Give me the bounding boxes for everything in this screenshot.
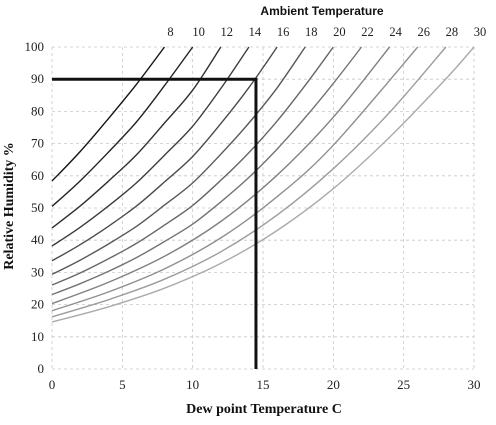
humidity-curve-30 <box>51 46 475 323</box>
y-tick-label: 60 <box>31 168 44 183</box>
humidity-curve-22 <box>51 46 363 296</box>
y-axis-title: Relative Humidity % <box>2 142 17 270</box>
ambient-label-14: 14 <box>249 25 262 39</box>
humidity-curve-10 <box>51 46 194 207</box>
ambient-label-28: 28 <box>446 25 459 39</box>
ambient-label-8: 8 <box>167 25 173 39</box>
x-tick-label: 15 <box>257 377 270 392</box>
ambient-label-10: 10 <box>192 25 205 39</box>
humidity-curve-20 <box>51 46 334 286</box>
y-tick-label: 100 <box>25 39 45 54</box>
ambient-temperature-labels: 8 10 12 14 16 18 20 22 24 26 28 30 <box>167 25 486 39</box>
ambient-label-22: 22 <box>361 25 374 39</box>
ambient-label-26: 26 <box>417 25 430 39</box>
y-axis-ticks: 0 10 20 30 40 50 60 70 80 90 100 <box>25 39 45 376</box>
ambient-label-12: 12 <box>221 25 234 39</box>
x-tick-label: 20 <box>327 377 340 392</box>
humidity-curve-28 <box>51 46 447 318</box>
humidity-curve-24 <box>51 46 391 305</box>
ambient-label-18: 18 <box>305 25 318 39</box>
ambient-label-16: 16 <box>277 25 290 39</box>
y-tick-label: 20 <box>31 297 44 312</box>
lookup-annotation <box>52 77 258 369</box>
humidity-curve-8 <box>51 46 166 182</box>
x-axis-ticks: 0 5 10 15 20 25 30 <box>49 377 481 392</box>
humidity-curves <box>51 46 475 323</box>
humidity-curve-26 <box>51 46 419 312</box>
x-tick-label: 25 <box>397 377 410 392</box>
y-tick-label: 0 <box>38 361 45 376</box>
x-tick-label: 10 <box>186 377 199 392</box>
humidity-curve-14 <box>51 46 250 247</box>
ambient-label-24: 24 <box>389 25 402 39</box>
y-tick-label: 40 <box>31 232 44 247</box>
y-tick-label: 50 <box>31 200 44 215</box>
y-tick-label: 90 <box>31 71 44 86</box>
x-tick-label: 30 <box>468 377 481 392</box>
ambient-label-20: 20 <box>333 25 346 39</box>
ambient-label-30: 30 <box>474 25 487 39</box>
y-tick-label: 70 <box>31 136 44 151</box>
annotation-line <box>52 77 258 369</box>
y-tick-label: 10 <box>31 329 44 344</box>
x-tick-label: 0 <box>49 377 56 392</box>
y-tick-label: 30 <box>31 264 44 279</box>
humidity-curve-18 <box>51 46 306 275</box>
x-tick-label: 5 <box>119 377 126 392</box>
chart-title: Ambient Temperature <box>260 4 383 18</box>
x-axis-title: Dew point Temperature C <box>186 402 342 417</box>
humidity-curve-12 <box>51 46 222 229</box>
humidity-curve-16 <box>51 46 278 262</box>
y-tick-label: 80 <box>31 103 44 118</box>
